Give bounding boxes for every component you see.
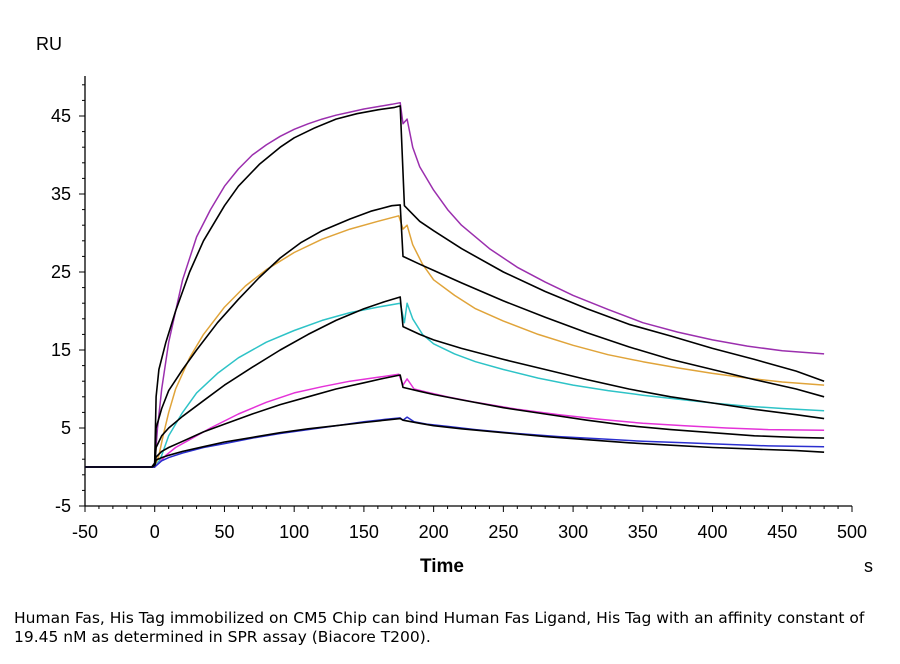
y-tick-label: 5: [61, 418, 71, 438]
series-line-10: [85, 417, 825, 468]
axes: [84, 76, 852, 507]
series-line-1: [85, 101, 825, 468]
series-line-5: [85, 302, 825, 468]
x-tick-label: 450: [767, 522, 797, 542]
x-tick-label: 100: [279, 522, 309, 542]
x-tick-label: 0: [150, 522, 160, 542]
y-tick-label: 35: [51, 184, 71, 204]
x-tick-label: 350: [628, 522, 658, 542]
x-tick-label: 500: [837, 522, 867, 542]
series-line-9: [85, 416, 825, 468]
y-tick-label: 15: [51, 340, 71, 360]
x-tick-label: 50: [214, 522, 234, 542]
series-group: [85, 101, 825, 468]
y-tick-label: 25: [51, 262, 71, 282]
figure-caption: Human Fas, His Tag immobilized on CM5 Ch…: [14, 609, 865, 646]
series-line-7: [85, 373, 825, 468]
y-ticks: -5 5 15 25 35 45: [51, 84, 85, 516]
series-line-8: [85, 374, 825, 468]
series-line-4: [85, 204, 825, 468]
series-line-3: [85, 215, 825, 468]
x-tick-label: 200: [419, 522, 449, 542]
x-tick-label: 150: [349, 522, 379, 542]
x-axis-label: Time: [420, 556, 464, 577]
x-ticks: -50 0 50 100 150 200 250 300 350 400 450 500: [72, 506, 867, 542]
x-tick-label: 300: [558, 522, 588, 542]
y-axis-label: RU: [36, 34, 62, 54]
x-tick-label: -50: [72, 522, 98, 542]
y-tick-label: 45: [51, 106, 71, 126]
x-axis-unit: s: [864, 556, 873, 576]
x-tick-label: 250: [488, 522, 518, 542]
spr-sensorgram-chart: -5 5 15 25 35 45 -50 0 50 100 150 200 250 300 350 400 4…: [36, 34, 873, 577]
y-tick-label: -5: [55, 496, 71, 516]
series-line-6: [85, 296, 825, 468]
x-tick-label: 400: [698, 522, 728, 542]
series-line-2: [85, 105, 825, 468]
